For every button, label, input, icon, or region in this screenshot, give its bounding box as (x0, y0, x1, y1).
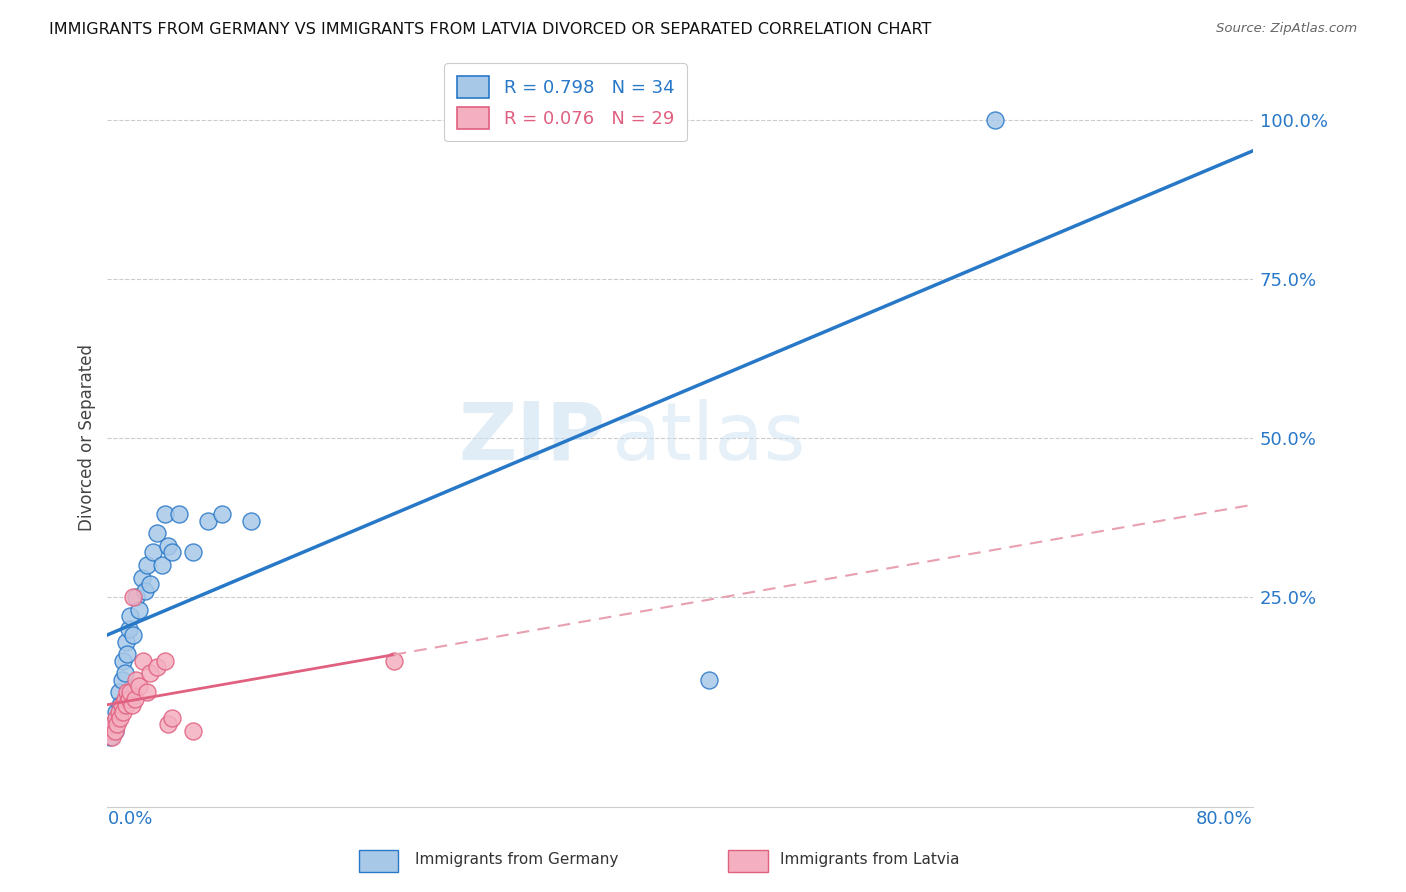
Point (115, 634, 138, 648)
Point (100, 730, 122, 744)
Point (110, 698, 132, 713)
Point (125, 673, 148, 687)
Point (111, 673, 134, 687)
Point (181, 723, 204, 738)
Point (160, 545, 183, 559)
Point (117, 685, 139, 699)
Y-axis label: Divorced or Separated: Divorced or Separated (79, 344, 96, 532)
Point (117, 647, 139, 661)
Point (115, 698, 138, 713)
Point (197, 514, 219, 528)
Text: Source: ZipAtlas.com: Source: ZipAtlas.com (1216, 22, 1357, 36)
Point (121, 698, 143, 713)
Text: 0.0%: 0.0% (107, 810, 153, 828)
Point (984, 112, 1007, 127)
Point (104, 711, 127, 725)
Point (136, 685, 159, 699)
Point (107, 711, 129, 725)
Point (111, 698, 134, 713)
Point (139, 666, 162, 681)
Point (156, 717, 179, 731)
Text: ZIP: ZIP (458, 399, 606, 477)
Point (118, 691, 141, 706)
Point (103, 723, 125, 738)
Point (112, 705, 135, 719)
Point (181, 545, 204, 559)
Point (697, 673, 720, 687)
Point (114, 691, 136, 706)
Point (120, 609, 142, 624)
Text: atlas: atlas (612, 399, 806, 477)
Point (122, 628, 145, 642)
Point (108, 705, 131, 719)
Point (136, 558, 159, 573)
Point (122, 590, 145, 604)
Point (125, 590, 148, 604)
Point (142, 545, 165, 559)
Text: Immigrants from Germany: Immigrants from Germany (415, 852, 619, 867)
Point (156, 539, 179, 553)
Point (101, 717, 124, 731)
Point (128, 603, 150, 617)
Point (128, 679, 150, 693)
Point (118, 622, 141, 636)
Point (239, 514, 262, 528)
Point (131, 571, 153, 585)
Point (160, 711, 183, 725)
Point (120, 685, 142, 699)
Point (98, 723, 121, 738)
Point (139, 577, 162, 591)
Point (108, 685, 131, 699)
Text: IMMIGRANTS FROM GERMANY VS IMMIGRANTS FROM LATVIA DIVORCED OR SEPARATED CORRELAT: IMMIGRANTS FROM GERMANY VS IMMIGRANTS FR… (49, 22, 932, 37)
Point (114, 666, 136, 681)
Point (146, 660, 169, 674)
Point (104, 705, 127, 719)
Point (98, 730, 121, 744)
Point (103, 723, 125, 738)
Point (107, 717, 129, 731)
Point (153, 654, 176, 668)
Point (167, 508, 190, 522)
Point (382, 654, 405, 668)
Point (110, 711, 132, 725)
Point (146, 526, 169, 541)
Point (124, 691, 146, 706)
Text: 80.0%: 80.0% (1197, 810, 1253, 828)
Legend: R = 0.798   N = 34, R = 0.076   N = 29: R = 0.798 N = 34, R = 0.076 N = 29 (444, 63, 688, 142)
Point (153, 508, 176, 522)
Text: Immigrants from Latvia: Immigrants from Latvia (780, 852, 960, 867)
Point (132, 654, 155, 668)
Point (134, 583, 156, 598)
Point (101, 717, 124, 731)
Point (211, 508, 233, 522)
Point (112, 654, 135, 668)
Point (150, 558, 173, 573)
